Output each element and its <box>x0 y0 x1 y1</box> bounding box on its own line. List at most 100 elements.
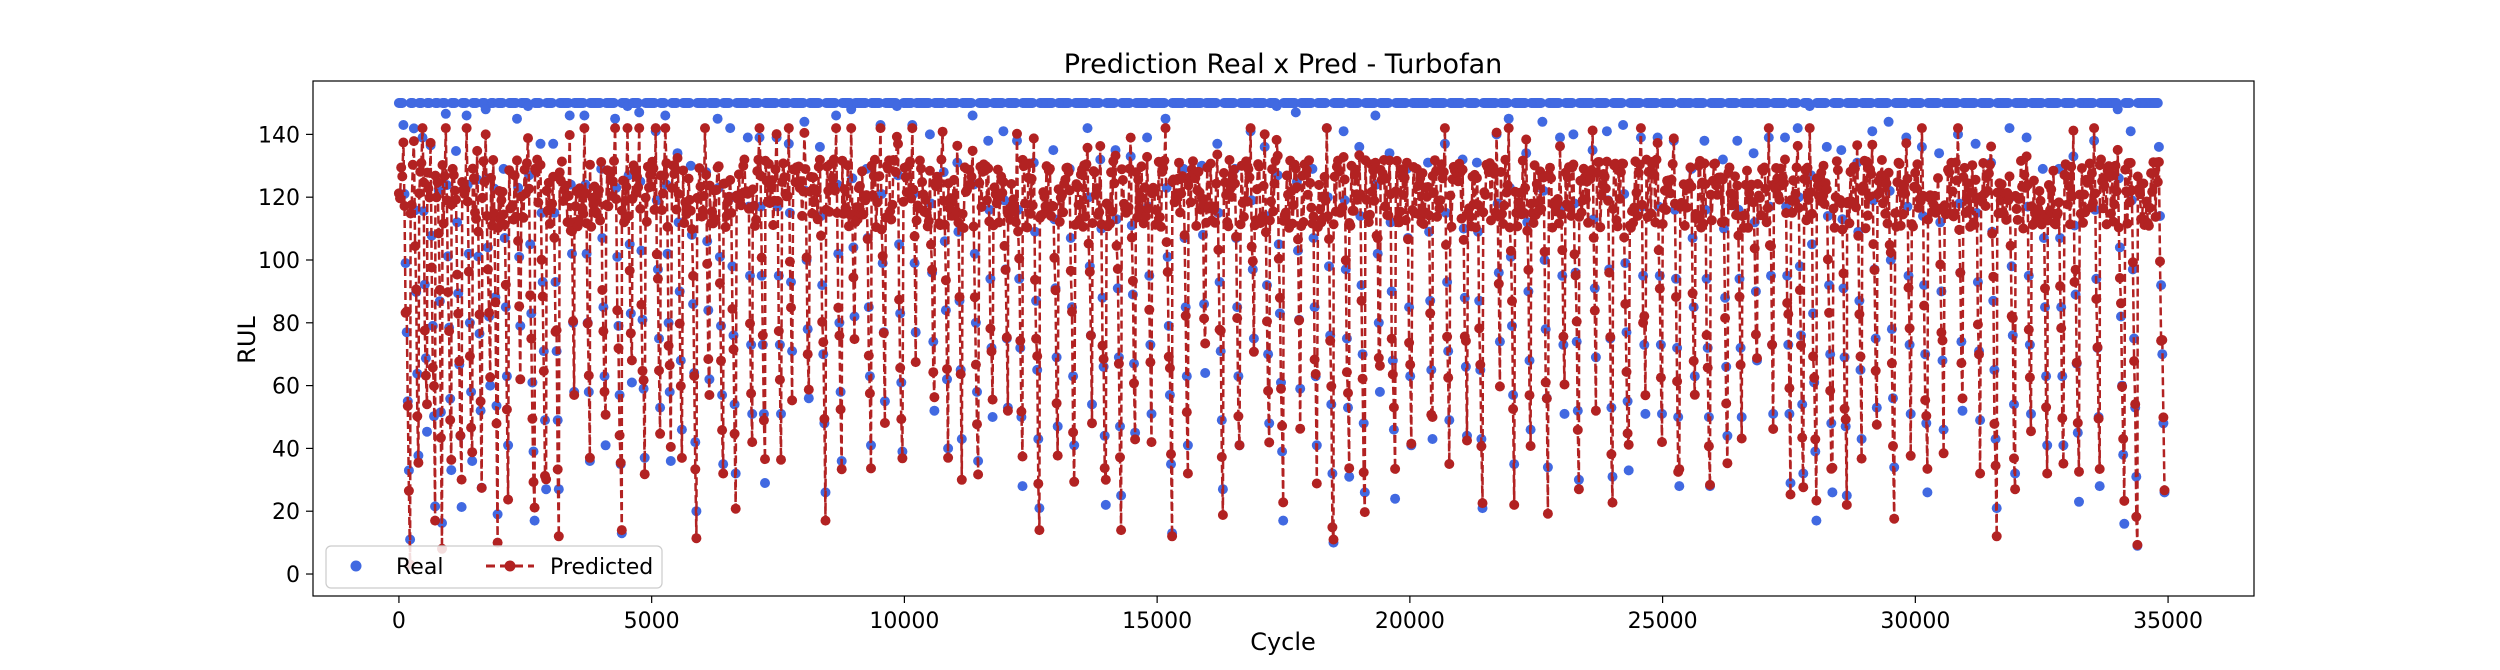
real-point <box>1338 126 1349 137</box>
predicted-point <box>994 217 1004 228</box>
predicted-point <box>887 199 898 210</box>
predicted-point <box>2024 372 2035 383</box>
predicted-point <box>1889 513 1900 524</box>
predicted-point <box>401 306 412 317</box>
predicted-point <box>797 210 808 221</box>
predicted-point <box>814 154 825 165</box>
real-point <box>1698 98 1709 108</box>
predicted-point <box>1540 377 1551 388</box>
predicted-point <box>411 284 422 295</box>
predicted-point <box>593 185 604 196</box>
predicted-point <box>1388 402 1399 413</box>
predicted-point <box>724 191 735 202</box>
predicted-point <box>1572 424 1583 435</box>
predicted-point <box>1783 309 1794 320</box>
real-point <box>512 113 522 124</box>
predicted-point <box>1949 208 1960 219</box>
predicted-point <box>1867 139 1878 150</box>
predicted-point <box>1706 215 1717 226</box>
predicted-point <box>674 318 685 329</box>
real-point <box>529 515 540 526</box>
predicted-point <box>704 390 715 400</box>
predicted-point <box>1797 432 1808 443</box>
predicted-point <box>1742 165 1752 176</box>
predicted-point <box>1123 202 1134 213</box>
predicted-point <box>2119 495 2130 506</box>
predicted-point <box>2153 157 2164 167</box>
predicted-point <box>1085 330 1096 341</box>
predicted-point <box>1679 220 1690 231</box>
y-tick-label: 120 <box>258 186 300 211</box>
predicted-point <box>1324 234 1334 245</box>
predicted-point <box>1026 173 1037 184</box>
predicted-point <box>637 365 648 376</box>
predicted-point <box>2055 281 2066 292</box>
x-tick-label: 30000 <box>1880 609 1950 634</box>
predicted-point <box>536 254 547 265</box>
predicted-point <box>1030 274 1040 285</box>
predicted-point <box>1957 393 1968 404</box>
predicted-point <box>464 351 475 362</box>
predicted-point <box>802 349 813 360</box>
predicted-point <box>1398 189 1409 200</box>
predicted-point <box>1497 208 1507 219</box>
predicted-point <box>526 333 537 344</box>
predicted-point <box>1025 208 1036 219</box>
real-point <box>1471 157 1482 168</box>
predicted-point <box>486 172 496 183</box>
predicted-point <box>467 163 478 174</box>
predicted-point <box>690 464 701 475</box>
predicted-point <box>784 256 795 267</box>
predicted-point <box>1988 271 1999 282</box>
predicted-point <box>1293 234 1303 245</box>
predicted-point <box>498 209 509 220</box>
predicted-point <box>524 183 535 194</box>
predicted-point <box>1262 316 1272 327</box>
predicted-point <box>751 214 762 225</box>
predicted-point <box>983 163 994 174</box>
real-point <box>1017 481 1028 492</box>
x-tick-label: 5000 <box>624 609 680 634</box>
x-axis-label: Cycle <box>1250 628 1316 656</box>
predicted-point <box>1458 234 1469 245</box>
predicted-point <box>1657 219 1668 229</box>
real-point <box>2088 98 2098 108</box>
predicted-point <box>1009 206 1020 217</box>
predicted-point <box>2093 413 2104 424</box>
real-point <box>1502 98 1513 108</box>
real-point <box>1824 280 1835 291</box>
predicted-point <box>966 171 977 182</box>
predicted-point <box>472 145 483 156</box>
real-point <box>1109 98 1120 108</box>
predicted-point <box>2150 211 2161 222</box>
predicted-point <box>1990 460 2001 471</box>
real-point <box>814 141 825 152</box>
predicted-point <box>1969 219 1980 230</box>
predicted-point <box>1780 154 1790 165</box>
predicted-point <box>1827 462 1838 473</box>
legend: Real Predicted <box>325 545 663 589</box>
predicted-point <box>1016 406 1027 417</box>
predicted-point <box>834 330 845 341</box>
predicted-point <box>1280 207 1291 218</box>
predicted-point <box>1576 207 1587 218</box>
predicted-point <box>1243 164 1254 174</box>
predicted-point <box>2011 204 2022 214</box>
predicted-point <box>635 203 646 214</box>
real-point <box>1915 98 1926 108</box>
predicted-point <box>1570 270 1581 281</box>
predicted-point <box>597 285 608 295</box>
predicted-point <box>1568 159 1579 170</box>
predicted-point <box>456 474 467 485</box>
predicted-point <box>940 275 951 286</box>
predicted-point <box>1163 351 1174 362</box>
predicted-point <box>556 156 567 167</box>
predicted-point <box>2114 273 2125 283</box>
predicted-point <box>1970 174 1981 185</box>
predicted-point <box>866 463 876 474</box>
real-point <box>2055 233 2066 243</box>
predicted-point <box>911 215 922 226</box>
predicted-point <box>638 375 649 386</box>
real-point <box>564 110 575 121</box>
predicted-point <box>1674 464 1685 475</box>
